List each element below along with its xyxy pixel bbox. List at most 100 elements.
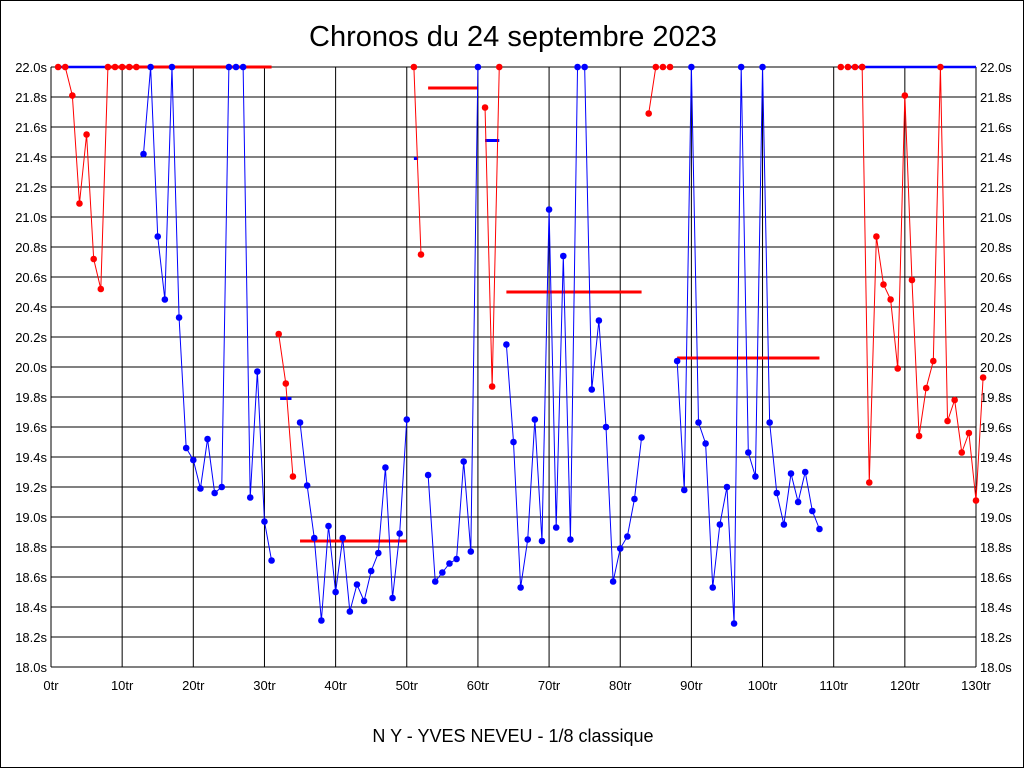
y-tick-label-right: 18.6s bbox=[980, 570, 1012, 585]
y-tick-label-left: 21.4s bbox=[15, 150, 47, 165]
data-point bbox=[246, 494, 254, 501]
data-point bbox=[908, 276, 916, 284]
x-tick-label: 50tr bbox=[396, 678, 419, 693]
data-point bbox=[616, 545, 624, 552]
data-point bbox=[204, 435, 211, 443]
y-tick-label-right: 19.2s bbox=[980, 480, 1012, 495]
data-point bbox=[787, 470, 795, 477]
series-line bbox=[505, 66, 643, 588]
y-tick-label-left: 19.6s bbox=[15, 420, 47, 435]
data-point bbox=[510, 438, 517, 446]
data-point bbox=[645, 110, 652, 117]
data-point bbox=[730, 620, 738, 627]
data-point bbox=[239, 63, 247, 71]
series-group bbox=[54, 63, 987, 627]
x-tick-label: 10tr bbox=[111, 678, 134, 693]
data-point bbox=[190, 456, 197, 464]
data-point bbox=[125, 63, 133, 71]
data-point bbox=[972, 497, 980, 504]
data-point bbox=[375, 549, 382, 557]
data-point bbox=[659, 63, 667, 71]
chart-title: Chronos du 24 septembre 2023 bbox=[309, 21, 717, 53]
data-point bbox=[61, 63, 69, 71]
x-tick-label: 0tr bbox=[43, 678, 59, 693]
y-tick-label-left: 20.0s bbox=[15, 360, 47, 375]
data-point bbox=[937, 63, 944, 71]
data-point bbox=[460, 458, 467, 465]
data-point bbox=[801, 468, 809, 476]
y-tick-label-left: 20.4s bbox=[15, 300, 47, 315]
y-tick-label-left: 18.0s bbox=[15, 660, 47, 675]
data-point bbox=[389, 594, 396, 602]
data-point bbox=[560, 252, 567, 260]
data-point bbox=[118, 63, 126, 71]
data-point bbox=[595, 317, 603, 324]
data-point bbox=[531, 416, 539, 423]
y-tick-label-right: 20.8s bbox=[980, 240, 1012, 255]
data-point bbox=[851, 63, 859, 71]
x-tick-label: 60tr bbox=[467, 678, 490, 693]
y-tick-label-right: 20.4s bbox=[980, 300, 1012, 315]
data-point bbox=[716, 521, 724, 528]
data-point bbox=[474, 63, 482, 71]
y-tick-label-right: 18.0s bbox=[980, 660, 1012, 675]
data-point bbox=[318, 617, 325, 624]
data-point bbox=[930, 357, 937, 365]
y-tick-label-right: 19.4s bbox=[980, 450, 1012, 465]
data-point bbox=[275, 330, 282, 338]
data-point bbox=[382, 464, 389, 471]
data-point bbox=[723, 483, 731, 491]
data-point bbox=[439, 569, 446, 576]
data-point bbox=[254, 368, 261, 375]
data-point bbox=[766, 419, 773, 426]
data-point bbox=[652, 63, 660, 71]
data-point bbox=[915, 432, 923, 440]
data-point bbox=[147, 63, 154, 71]
data-point bbox=[353, 581, 361, 588]
data-point bbox=[844, 63, 852, 71]
data-point bbox=[538, 537, 546, 545]
y-tick-label-right: 18.4s bbox=[980, 600, 1012, 615]
data-point bbox=[453, 555, 460, 563]
data-point bbox=[887, 296, 894, 303]
data-point bbox=[745, 449, 752, 456]
data-point bbox=[360, 597, 368, 605]
data-point bbox=[524, 536, 532, 543]
data-point bbox=[979, 374, 987, 381]
y-tick-label-left: 18.8s bbox=[15, 540, 47, 555]
data-point bbox=[673, 357, 681, 365]
chart-subtitle: N Y - YVES NEVEU - 1/8 classique bbox=[372, 726, 653, 746]
data-point bbox=[182, 444, 190, 452]
x-tick-label: 110tr bbox=[819, 678, 848, 693]
y-tick-label-right: 21.8s bbox=[980, 90, 1012, 105]
data-point bbox=[709, 584, 717, 591]
data-point bbox=[666, 63, 674, 71]
data-point bbox=[403, 416, 411, 423]
data-point bbox=[446, 560, 453, 567]
series-line bbox=[143, 66, 273, 561]
y-tick-label-left: 20.2s bbox=[15, 330, 47, 345]
data-point bbox=[488, 383, 496, 390]
y-tick-label-right: 21.0s bbox=[980, 210, 1012, 225]
y-axis-right-ticks: 18.0s 18.2s 18.4s 18.6s 18.8s 19.0s 19.2s 19.4s… bbox=[980, 60, 1012, 675]
data-point bbox=[631, 495, 638, 503]
data-point bbox=[638, 434, 645, 441]
y-tick-label-right: 20.0s bbox=[980, 360, 1012, 375]
data-point bbox=[296, 419, 304, 426]
y-tick-label-right: 22.0s bbox=[980, 60, 1012, 75]
data-point bbox=[965, 429, 973, 437]
y-tick-label-right: 18.8s bbox=[980, 540, 1012, 555]
data-point bbox=[417, 251, 425, 258]
data-point bbox=[858, 63, 866, 71]
data-point bbox=[339, 534, 347, 542]
data-point bbox=[759, 63, 766, 71]
data-point bbox=[197, 485, 204, 492]
data-point bbox=[588, 386, 596, 393]
data-point bbox=[175, 314, 183, 321]
x-tick-label: 120tr bbox=[890, 678, 920, 693]
data-point bbox=[873, 233, 880, 240]
y-tick-label-left: 20.6s bbox=[15, 270, 47, 285]
series-line bbox=[484, 66, 500, 387]
